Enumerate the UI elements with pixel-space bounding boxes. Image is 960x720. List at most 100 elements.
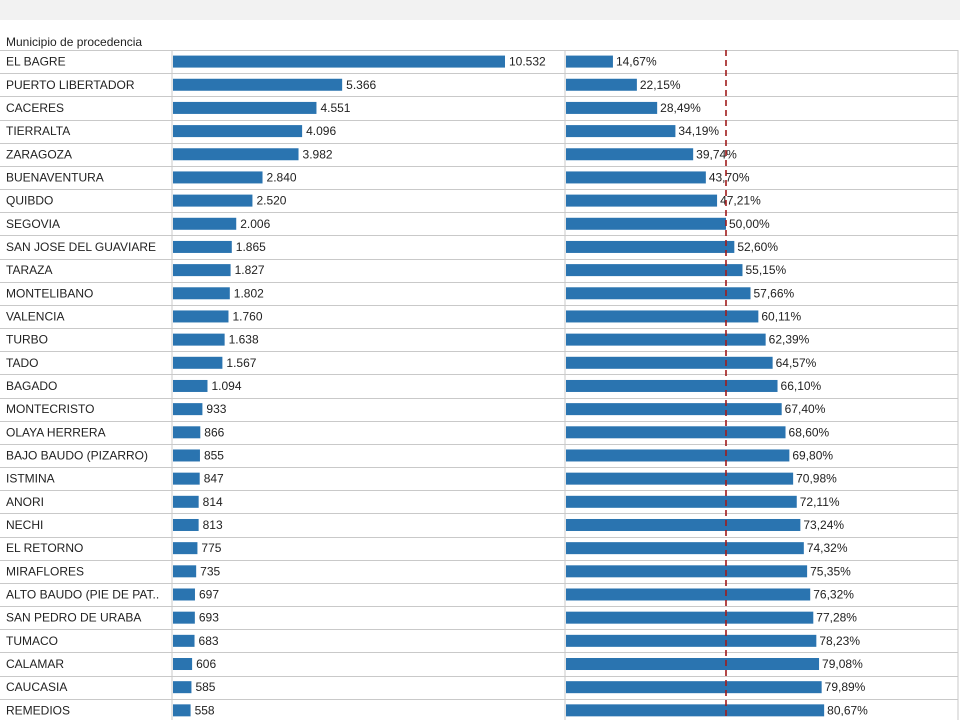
count-bar [173, 588, 195, 601]
category-label: OLAYA HERRERA [6, 425, 106, 439]
count-value-label: 606 [196, 657, 216, 671]
category-label: CACERES [6, 101, 64, 115]
category-label: QUIBDO [6, 194, 53, 208]
category-label: ZARAGOZA [6, 147, 72, 161]
cumulative-value-label: 75,35% [810, 564, 851, 578]
cumulative-bar [566, 287, 751, 300]
count-bar [173, 379, 208, 392]
category-label: REMEDIOS [6, 703, 70, 717]
count-bar [173, 310, 229, 323]
count-value-label: 855 [204, 448, 224, 462]
count-value-label: 4.096 [306, 124, 336, 138]
cumulative-value-label: 22,15% [640, 78, 681, 92]
count-bar [173, 356, 223, 369]
cumulative-value-label: 72,11% [800, 495, 840, 509]
cumulative-bar [566, 78, 637, 91]
cumulative-bar [566, 240, 735, 253]
cumulative-bar [566, 217, 726, 230]
count-value-label: 1.567 [226, 356, 256, 370]
category-label: PUERTO LIBERTADOR [6, 78, 135, 92]
count-bar [173, 148, 299, 161]
cumulative-value-label: 52,60% [737, 240, 778, 254]
count-value-label: 1.802 [234, 286, 264, 300]
category-label: SAN PEDRO DE URABA [6, 611, 141, 625]
cumulative-bar [566, 356, 773, 369]
category-label: TIERRALTA [6, 124, 70, 138]
count-bar [173, 264, 231, 277]
count-bar [173, 449, 200, 462]
cumulative-bar [566, 171, 706, 184]
cumulative-value-label: 60,11% [761, 309, 801, 323]
count-bar [173, 565, 197, 578]
count-value-label: 4.551 [320, 101, 350, 115]
cumulative-bar [566, 379, 778, 392]
cumulative-bar [566, 426, 786, 439]
count-value-label: 814 [203, 495, 223, 509]
count-value-label: 693 [199, 611, 219, 625]
count-value-label: 933 [206, 402, 226, 416]
count-bar [173, 171, 263, 184]
cumulative-bar [566, 472, 794, 485]
count-bar [173, 495, 199, 508]
category-label: CALAMAR [6, 657, 64, 671]
count-bar [173, 217, 237, 230]
cumulative-value-label: 69,80% [792, 448, 833, 462]
count-bar [173, 542, 198, 555]
cumulative-bar [566, 704, 825, 717]
count-bar [173, 426, 201, 439]
category-label: SEGOVIA [6, 217, 60, 231]
count-value-label: 697 [199, 587, 219, 601]
cumulative-value-label: 57,66% [754, 286, 795, 300]
cumulative-bar [566, 588, 811, 601]
cumulative-bar [566, 148, 694, 161]
cumulative-value-label: 39,74% [696, 147, 737, 161]
cumulative-value-label: 34,19% [678, 124, 719, 138]
count-bar [173, 125, 303, 138]
category-label: CAUCASIA [6, 680, 67, 694]
count-value-label: 1.827 [235, 263, 265, 277]
count-value-label: 1.865 [236, 240, 266, 254]
count-value-label: 10.532 [509, 55, 546, 69]
cumulative-value-label: 43,70% [709, 170, 750, 184]
cumulative-bar [566, 565, 808, 578]
top-band [0, 0, 960, 20]
count-value-label: 5.366 [346, 78, 376, 92]
category-label: TURBO [6, 333, 48, 347]
count-bar [173, 240, 232, 253]
cumulative-value-label: 50,00% [729, 217, 770, 231]
category-label: BUENAVENTURA [6, 170, 104, 184]
count-value-label: 2.840 [267, 170, 297, 184]
count-bar [173, 403, 203, 416]
count-value-label: 585 [195, 680, 215, 694]
cumulative-value-label: 62,39% [769, 333, 810, 347]
cumulative-value-label: 78,23% [819, 634, 860, 648]
category-label: TARAZA [6, 263, 52, 277]
category-label: ISTMINA [6, 472, 55, 486]
category-label: BAJO BAUDO (PIZARRO) [6, 448, 148, 462]
cumulative-value-label: 73,24% [803, 518, 844, 532]
category-label: EL RETORNO [6, 541, 83, 555]
count-bar [173, 78, 343, 91]
cumulative-bar [566, 495, 797, 508]
count-bar [173, 611, 195, 624]
category-label: ANORI [6, 495, 44, 509]
category-label: EL BAGRE [6, 55, 66, 69]
count-value-label: 775 [201, 541, 221, 555]
category-label: VALENCIA [6, 309, 64, 323]
category-label: NECHI [6, 518, 43, 532]
cumulative-value-label: 79,89% [825, 680, 866, 694]
count-bar [173, 287, 230, 300]
category-label: MONTELIBANO [6, 286, 93, 300]
count-value-label: 2.520 [256, 194, 286, 208]
cumulative-bar [566, 449, 790, 462]
count-bar [173, 681, 192, 694]
column-header-municipio: Municipio de procedencia [6, 35, 143, 49]
cumulative-bar [566, 194, 718, 207]
count-bar [173, 634, 195, 647]
cumulative-bar [566, 542, 804, 555]
cumulative-bar [566, 611, 814, 624]
count-bar [173, 472, 200, 485]
count-bar [173, 101, 317, 114]
count-bar [173, 704, 191, 717]
cumulative-value-label: 74,32% [807, 541, 848, 555]
